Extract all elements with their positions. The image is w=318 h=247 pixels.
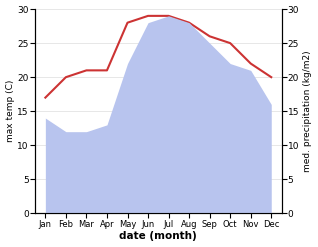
Y-axis label: med. precipitation (kg/m2): med. precipitation (kg/m2) — [303, 50, 313, 172]
X-axis label: date (month): date (month) — [120, 231, 197, 242]
Y-axis label: max temp (C): max temp (C) — [5, 80, 15, 143]
